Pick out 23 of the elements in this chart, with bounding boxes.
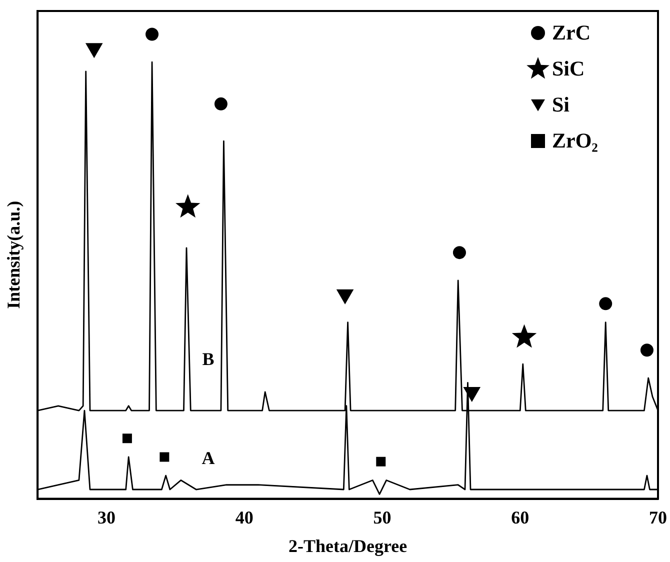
- point: [122, 434, 132, 444]
- point: [512, 324, 537, 348]
- point: [376, 456, 386, 466]
- point: [640, 344, 654, 357]
- x-tick-label: 30: [98, 507, 116, 528]
- x-tick-label: 70: [649, 507, 667, 528]
- y-axis-title: Intensity(a.u.): [3, 200, 24, 309]
- point: [452, 246, 466, 260]
- x-axis-title: 2-Theta/Degree: [288, 536, 408, 556]
- legend-label: ZrC: [552, 20, 590, 44]
- legend-label: Si: [552, 92, 570, 116]
- x-tick-label: 60: [511, 507, 530, 528]
- legend-label: ZrO₂: [552, 128, 598, 152]
- x-tick-label: 40: [235, 507, 254, 528]
- annotation: B: [202, 349, 214, 370]
- point: [214, 97, 228, 110]
- point: [599, 297, 612, 310]
- legend-label: SiC: [552, 56, 585, 80]
- point: [176, 194, 200, 218]
- x-tick-label: 50: [373, 507, 392, 528]
- annotation: A: [202, 448, 215, 468]
- point: [146, 28, 159, 41]
- point: [160, 452, 170, 462]
